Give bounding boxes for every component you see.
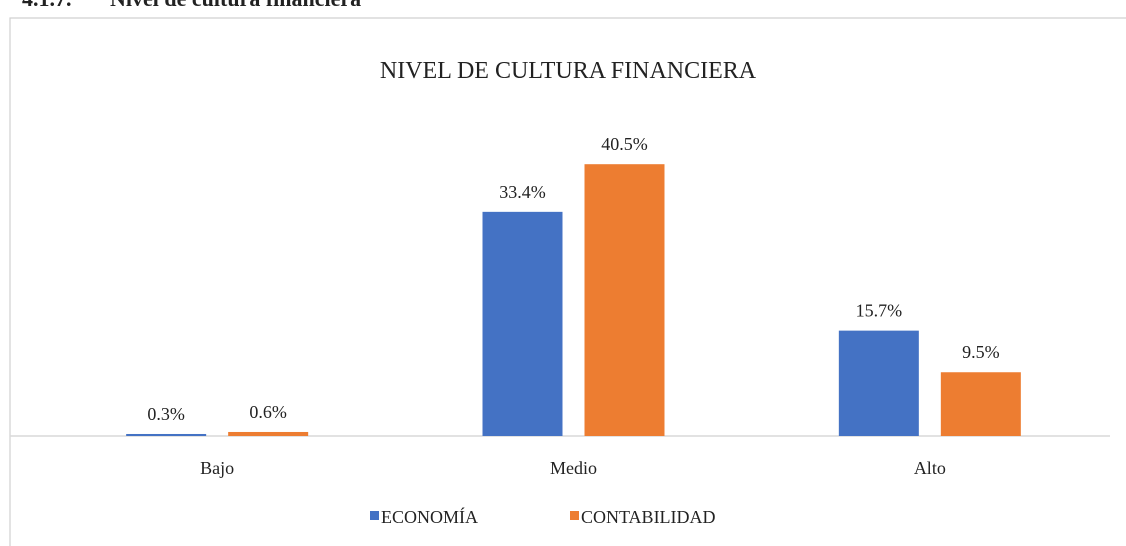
section-title: Nivel de cultura financiera <box>110 0 361 11</box>
legend-swatch <box>570 511 579 520</box>
data-label: 40.5% <box>601 134 648 154</box>
legend-label: ECONOMÍA <box>381 506 478 527</box>
bar <box>126 433 207 436</box>
bar <box>838 330 919 436</box>
data-label: 15.7% <box>856 301 903 321</box>
data-label: 0.3% <box>147 404 185 424</box>
data-label: 9.5% <box>962 342 1000 362</box>
x-tick-label: Medio <box>550 458 597 478</box>
data-label: 33.4% <box>499 182 546 202</box>
bar <box>482 211 563 436</box>
x-tick-label: Bajo <box>200 458 234 478</box>
bar <box>940 372 1021 436</box>
section-number: 4.1.7. <box>22 0 72 11</box>
x-tick-label: Alto <box>914 458 946 478</box>
bar <box>228 431 309 436</box>
chart-title: NIVEL DE CULTURA FINANCIERA <box>380 58 757 84</box>
data-label: 0.6% <box>249 402 287 422</box>
chart-border <box>9 17 1126 546</box>
legend-label: CONTABILIDAD <box>581 507 716 527</box>
bar <box>584 164 665 436</box>
legend-swatch <box>370 511 379 520</box>
